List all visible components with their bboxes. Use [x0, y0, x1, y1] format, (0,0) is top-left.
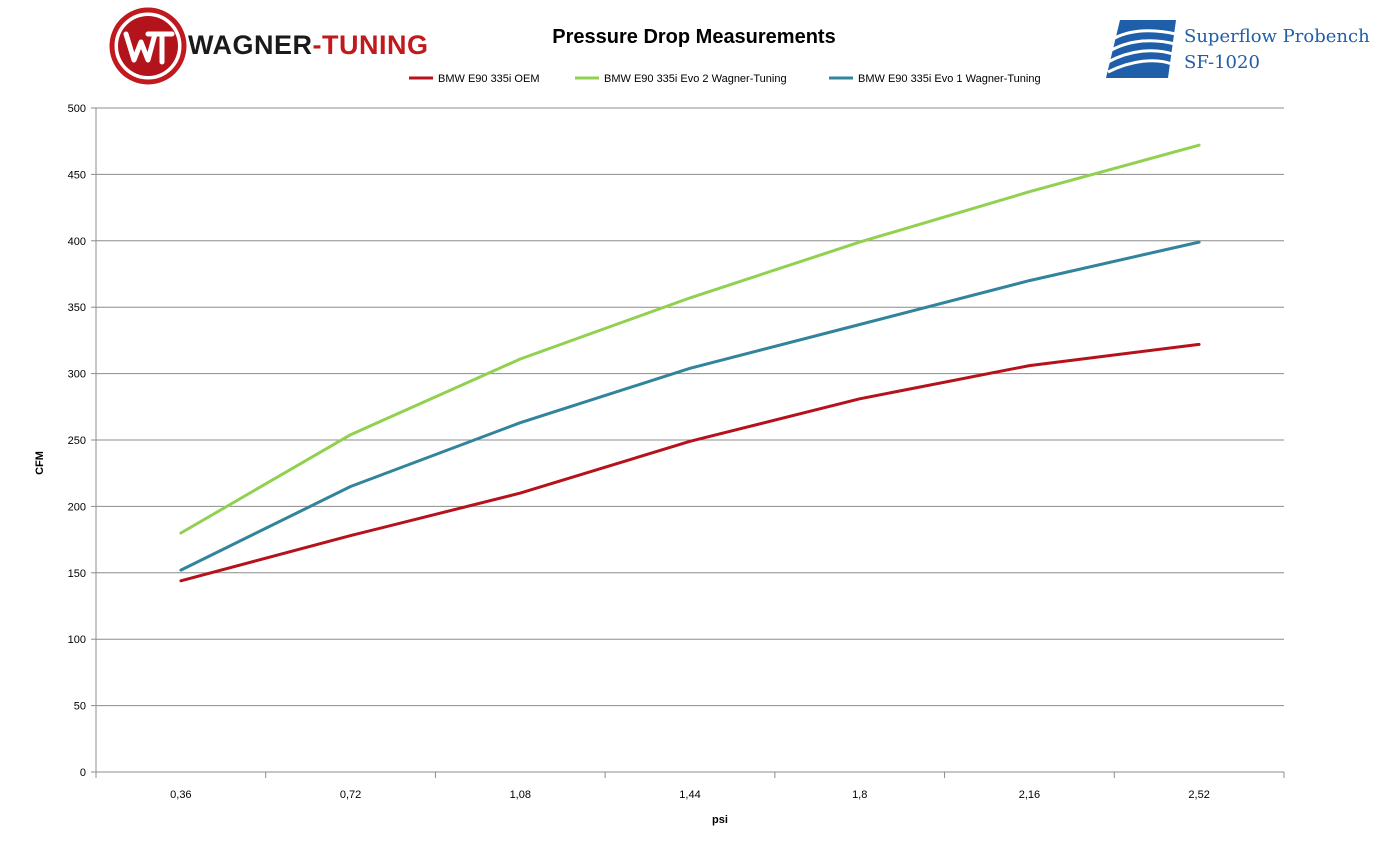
y-tick-label: 250 — [68, 435, 86, 447]
y-tick-label: 300 — [68, 369, 86, 381]
wordmark-part-1: WAGNER — [188, 30, 313, 60]
axes: 0 50 100 150 200 250 300 350 400 450 500 0,36 0,72 1,… — [68, 103, 1285, 801]
superflow-caption: Superflow Probench SF-1020 — [1184, 24, 1370, 76]
x-tick-label: 0,72 — [340, 789, 361, 801]
y-tick-label: 400 — [68, 236, 86, 248]
series-line — [179, 240, 1201, 572]
superflow-line-2: SF-1020 — [1184, 52, 1260, 73]
y-tick-label: 0 — [80, 767, 86, 779]
y-axis-label: CFM — [34, 451, 46, 475]
x-tick-label: 1,44 — [679, 789, 700, 801]
superflow-line-1: Superflow Probench — [1184, 26, 1370, 47]
y-tick-label: 50 — [74, 701, 86, 713]
x-tick-label: 1,8 — [852, 789, 867, 801]
legend-label: BMW E90 335i Evo 2 Wagner-Tuning — [604, 73, 787, 85]
y-tick-label: 200 — [68, 501, 86, 513]
wordmark-part-2: -TUNING — [312, 30, 429, 60]
superflow-waves-icon — [1106, 20, 1177, 78]
wagner-tuning-emblem-icon — [109, 7, 187, 85]
series-line — [179, 342, 1201, 583]
y-tick-label: 500 — [68, 103, 86, 115]
legend-label: BMW E90 335i OEM — [438, 73, 539, 85]
grid — [96, 107, 1284, 707]
x-tick-label: 2,52 — [1188, 789, 1209, 801]
y-tick-label: 150 — [68, 568, 86, 580]
x-tick-label: 1,08 — [510, 789, 531, 801]
x-axis-label: psi — [712, 814, 728, 826]
series-layer — [179, 143, 1201, 583]
y-tick-label: 450 — [68, 169, 86, 181]
legend-label: BMW E90 335i Evo 1 Wagner-Tuning — [858, 73, 1041, 85]
wagner-tuning-wordmark: WAGNER-TUNING — [188, 30, 428, 61]
series-line — [179, 143, 1201, 535]
chart-title: Pressure Drop Measurements — [552, 26, 835, 48]
y-tick-label: 350 — [68, 302, 86, 314]
legend: BMW E90 335i OEM BMW E90 335i Evo 2 Wagne… — [409, 73, 1041, 85]
x-tick-label: 0,36 — [170, 789, 191, 801]
y-tick-label: 100 — [68, 634, 86, 646]
x-tick-label: 2,16 — [1019, 789, 1040, 801]
